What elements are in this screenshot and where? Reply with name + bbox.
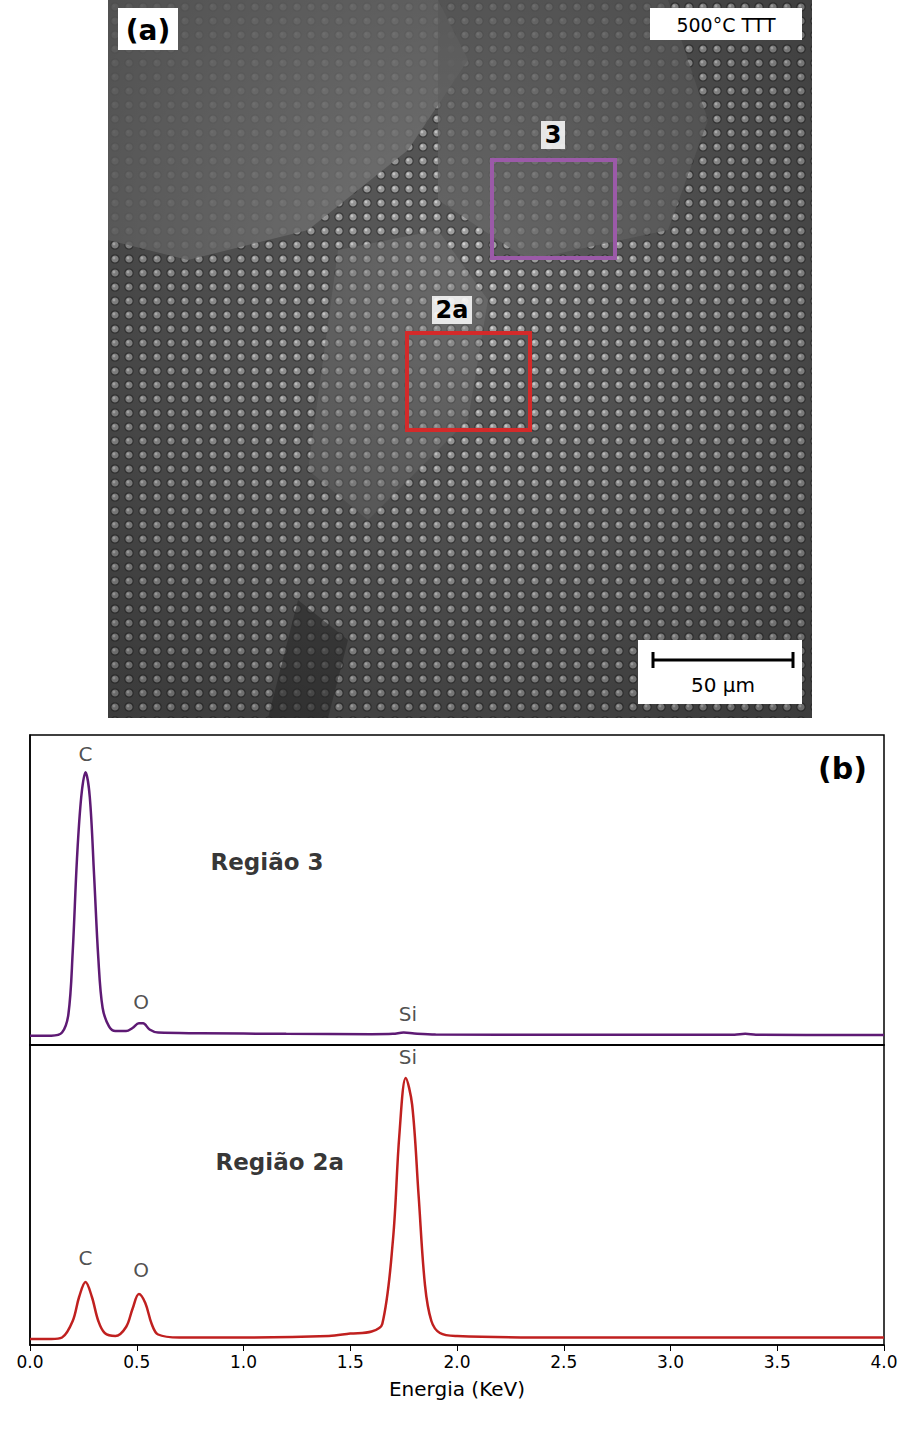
svg-text:(b): (b) [818, 751, 867, 786]
svg-text:Energia (KeV): Energia (KeV) [389, 1377, 525, 1401]
svg-text:1.0: 1.0 [230, 1352, 257, 1372]
svg-text:Região 2a: Região 2a [216, 1149, 345, 1175]
svg-text:2.0: 2.0 [443, 1352, 470, 1372]
svg-text:2.5: 2.5 [550, 1352, 577, 1372]
svg-text:4.0: 4.0 [870, 1352, 897, 1372]
svg-text:(a): (a) [126, 14, 171, 47]
svg-text:Si: Si [399, 1045, 417, 1069]
svg-text:500°C TTT: 500°C TTT [676, 14, 776, 36]
svg-text:Si: Si [399, 1002, 417, 1026]
svg-text:C: C [79, 1246, 93, 1270]
svg-text:2a: 2a [436, 296, 469, 324]
svg-text:Região 3: Região 3 [210, 849, 323, 875]
svg-text:0.0: 0.0 [16, 1352, 43, 1372]
svg-text:1.5: 1.5 [337, 1352, 364, 1372]
svg-text:50 µm: 50 µm [691, 673, 755, 697]
svg-text:O: O [133, 1258, 149, 1282]
svg-text:3.5: 3.5 [764, 1352, 791, 1372]
svg-text:O: O [133, 990, 149, 1014]
svg-text:C: C [79, 742, 93, 766]
svg-text:3.0: 3.0 [657, 1352, 684, 1372]
svg-text:0.5: 0.5 [123, 1352, 150, 1372]
svg-text:3: 3 [545, 121, 562, 149]
